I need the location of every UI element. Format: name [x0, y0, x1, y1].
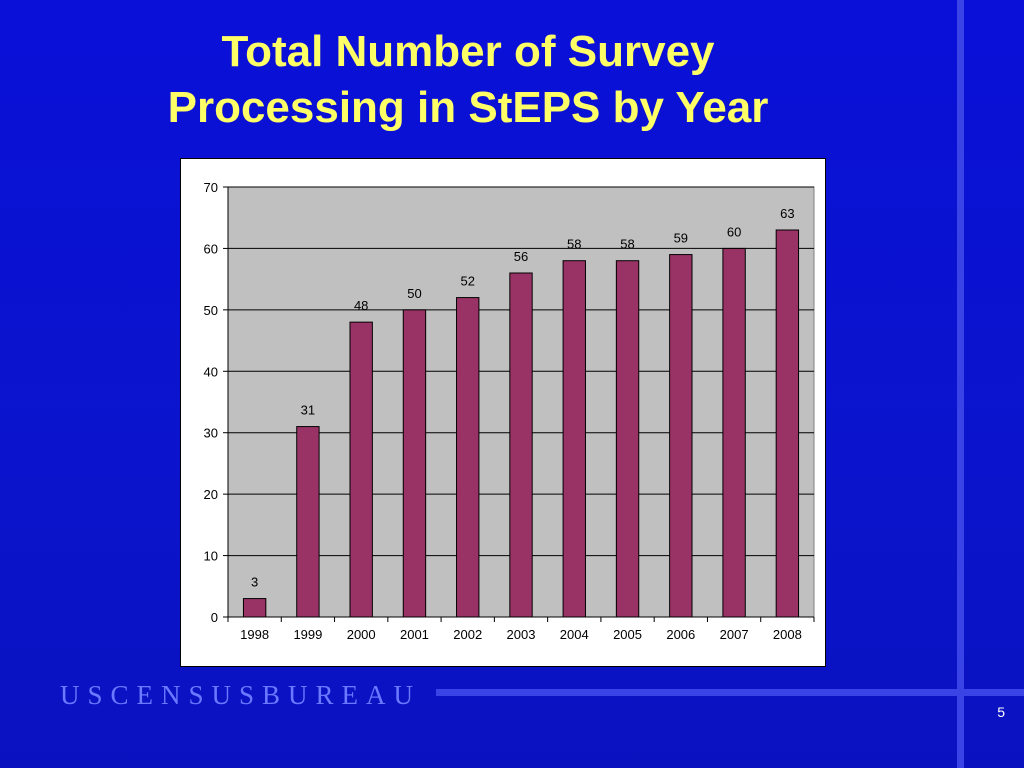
y-tick-label-0: 0 — [211, 610, 218, 625]
bar-2008 — [775, 229, 800, 618]
bar-2000 — [349, 321, 373, 618]
bar-2005 — [615, 260, 640, 618]
bar-2003 — [509, 272, 533, 618]
bar-2006 — [669, 254, 693, 618]
y-tick-label-20: 20 — [204, 487, 218, 502]
data-label-2002: 52 — [460, 274, 474, 289]
data-label-2003: 56 — [514, 249, 528, 264]
x-tick-label-2001: 2001 — [400, 627, 429, 642]
title-line-2: Processing in StEPS by Year — [167, 83, 769, 132]
bar-2002 — [456, 297, 480, 618]
x-tick-label-2002: 2002 — [453, 627, 482, 642]
horizontal-accent-line — [436, 689, 1024, 696]
x-tick-label-2008: 2008 — [773, 627, 802, 642]
x-tick-label-2007: 2007 — [720, 627, 749, 642]
bar-1999 — [296, 426, 320, 618]
x-tick-label-2005: 2005 — [613, 627, 642, 642]
bar-1998 — [242, 598, 267, 618]
bar-chart: 0 10 20 30 40 50 60 70 3 1998 31 1999 48 2000 50 2001 52… — [204, 180, 815, 642]
y-tick-label-60: 60 — [204, 241, 218, 256]
data-label-2001: 50 — [407, 286, 421, 301]
x-tick-label-1998: 1998 — [240, 627, 269, 642]
data-label-1998: 3 — [251, 575, 258, 590]
data-label-1999: 31 — [301, 403, 315, 418]
data-label-2004: 58 — [567, 237, 581, 252]
y-tick-label-50: 50 — [204, 303, 218, 318]
x-tick-label-2006: 2006 — [666, 627, 695, 642]
y-tick-label-30: 30 — [204, 426, 218, 441]
chart-container: 0 10 20 30 40 50 60 70 3 1998 31 1999 48 2000 50 2001 52… — [180, 158, 826, 667]
bar-2007 — [722, 247, 746, 618]
y-tick-label-10: 10 — [204, 549, 218, 564]
data-label-2000: 48 — [354, 298, 368, 313]
bar-2004 — [562, 260, 586, 618]
data-label-2006: 59 — [674, 231, 688, 246]
y-tick-label-70: 70 — [204, 180, 218, 195]
page-number: 5 — [997, 704, 1005, 720]
census-bureau-logo: USCENSUSBUREAU — [60, 680, 422, 710]
vertical-accent-line — [957, 0, 964, 768]
data-label-2007: 60 — [727, 224, 741, 239]
x-tick-label-2000: 2000 — [347, 627, 376, 642]
title-line-1: Total Number of Survey — [221, 27, 715, 76]
slide-title: Total Number of Survey Processing in StE… — [0, 24, 936, 136]
y-tick-label-40: 40 — [204, 364, 218, 379]
x-tick-label-1999: 1999 — [293, 627, 322, 642]
x-tick-label-2003: 2003 — [507, 627, 536, 642]
data-label-2008: 63 — [780, 206, 794, 221]
x-tick-label-2004: 2004 — [560, 627, 589, 642]
bar-2001 — [402, 309, 427, 618]
data-label-2005: 58 — [620, 237, 634, 252]
